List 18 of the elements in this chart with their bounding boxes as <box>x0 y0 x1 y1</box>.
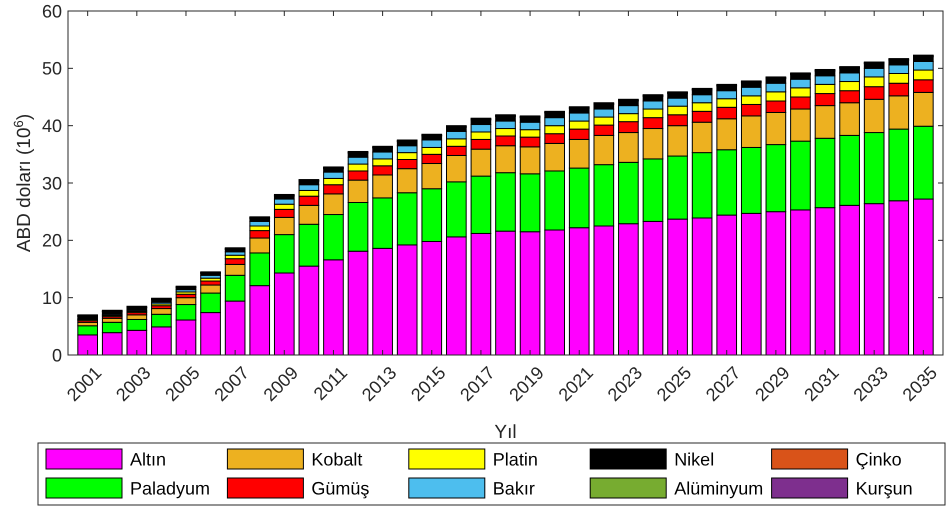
y-tick-label: 10 <box>42 288 62 308</box>
y-tick-label: 60 <box>42 1 62 22</box>
y-tick-label: 0 <box>52 345 62 366</box>
legend-label: Paladyum <box>130 478 210 498</box>
legend-label: Alüminyum <box>674 478 764 498</box>
legend-label: Kobalt <box>311 449 362 470</box>
y-tick-label: 30 <box>42 173 62 194</box>
y-tick-label: 40 <box>42 116 62 136</box>
legend-label: Platin <box>492 449 538 470</box>
legend-label: Çinko <box>856 449 902 470</box>
legend-label: Bakır <box>492 478 535 498</box>
x-axis-title: Yıl <box>494 422 517 443</box>
legend-label: Gümüş <box>311 478 370 498</box>
y-tick-label: 20 <box>42 230 62 251</box>
y-tick-label: 50 <box>42 58 62 79</box>
legend-label: Nikel <box>674 449 714 470</box>
legend-label: Altın <box>130 449 166 470</box>
legend-label: Kurşun <box>856 478 913 498</box>
